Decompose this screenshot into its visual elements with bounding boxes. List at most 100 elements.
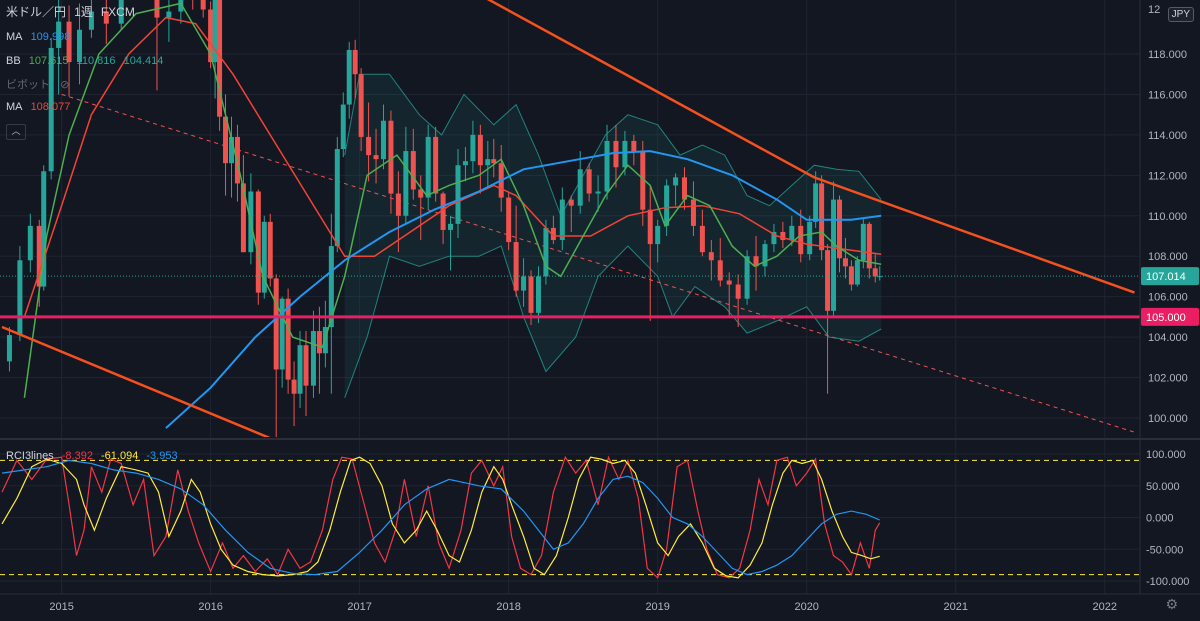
candle-body: [789, 225, 795, 241]
rci-tick-label: -50.000: [1146, 544, 1183, 556]
candle-body: [528, 276, 534, 313]
candle-body: [586, 169, 592, 194]
candle-body: [559, 199, 565, 241]
chevron-up-icon[interactable]: ︿: [6, 124, 26, 140]
candle-body: [831, 199, 837, 311]
candle-body: [631, 140, 637, 152]
candle-body: [303, 345, 309, 386]
candle-body: [836, 199, 842, 259]
candle-body: [261, 221, 267, 293]
ma1-label: MA: [6, 31, 23, 43]
candle-body: [36, 225, 42, 287]
ma2-label: MA: [6, 101, 23, 113]
candle-body: [655, 225, 661, 245]
candle-body: [279, 298, 285, 370]
time-tick-label: 2015: [49, 601, 73, 613]
level-price-tag-label: 105.000: [1146, 312, 1186, 324]
candle-body: [708, 252, 714, 261]
candle-body: [860, 223, 866, 261]
candle-body: [604, 140, 610, 192]
candle-body: [208, 9, 214, 63]
candle-body: [66, 21, 72, 63]
time-tick-label: 2019: [645, 601, 669, 613]
candle-body: [842, 258, 848, 267]
candle-body: [418, 189, 424, 198]
candle-body: [41, 171, 47, 287]
symbol-interval[interactable]: 1週: [74, 5, 93, 19]
candle-body: [798, 225, 804, 255]
bb-basis-line: [23, 2, 882, 398]
candle-body: [373, 155, 379, 160]
candle-body: [291, 379, 297, 394]
rci-label: RCI3lines: [6, 450, 54, 462]
candle-body: [470, 134, 476, 162]
candle-body: [550, 227, 556, 241]
symbol-name[interactable]: 米ドル／円: [6, 5, 67, 19]
rci-tick-label: 100.000: [1146, 449, 1186, 461]
candle-body: [568, 199, 574, 206]
bb-lower: 104.414: [123, 55, 164, 67]
candle-body: [425, 136, 431, 198]
price-tick-label: 108.000: [1148, 251, 1188, 263]
candle-body: [346, 49, 352, 105]
gear-icon[interactable]: ⚙: [1165, 596, 1178, 612]
time-tick-label: 2016: [198, 601, 222, 613]
candle-body: [217, 0, 223, 117]
candle-body: [780, 231, 786, 241]
rci-long-line: [1, 459, 880, 576]
candle-body: [521, 276, 527, 291]
ma-blue-line: [165, 150, 882, 429]
candle-body: [735, 284, 741, 299]
candle-body: [273, 278, 279, 370]
candle-body: [178, 0, 184, 12]
candle-body: [103, 11, 109, 24]
candle-body: [358, 74, 364, 137]
legend-bb[interactable]: BB 107.615 110.816 104.414: [6, 55, 168, 68]
time-tick-label: 2018: [496, 601, 520, 613]
candle-body: [485, 159, 491, 166]
candle-body: [352, 49, 358, 75]
candle-body: [297, 345, 303, 394]
legend-ma2[interactable]: MA 108.077: [6, 101, 75, 114]
legend-rci[interactable]: RCI3lines -8.392 -61.094 -3.953: [6, 450, 183, 463]
price-tick-label: 102.000: [1148, 373, 1188, 385]
candle-body: [825, 250, 831, 311]
candle-body: [640, 151, 646, 210]
candle-body: [240, 183, 246, 253]
candle-body: [717, 260, 723, 281]
currency-badge[interactable]: JPY: [1167, 7, 1194, 22]
bb-upper-line: [344, 73, 882, 217]
candle-body: [380, 120, 386, 160]
candle-body: [433, 136, 439, 194]
rci-pane: [0, 455, 1140, 579]
candle-body: [223, 116, 229, 164]
bb-lower-line: [344, 245, 882, 398]
candle-body: [166, 11, 172, 18]
candle-body: [366, 136, 372, 156]
collapse-legend[interactable]: ︿: [6, 124, 31, 140]
rci-short: -8.392: [61, 450, 93, 462]
candle-body: [462, 161, 468, 166]
candle-body: [807, 221, 813, 255]
candle-body: [228, 136, 234, 164]
legend-hidden[interactable]: ビボット ⊘: [6, 79, 74, 92]
candle-body: [56, 21, 62, 48]
rci-short-line: [1, 455, 881, 579]
candle-body: [771, 231, 777, 245]
candle-body: [48, 47, 54, 172]
candle-body: [762, 244, 768, 267]
time-tick-label: 2022: [1093, 601, 1117, 613]
main-pane: [0, 0, 1140, 437]
ma1-value: 109.998: [30, 31, 71, 43]
candle-body: [395, 193, 401, 216]
symbol-header[interactable]: 米ドル／円 1週 FXCM: [6, 6, 140, 20]
eye-off-icon[interactable]: ⊘: [60, 79, 70, 91]
candle-body: [491, 159, 497, 164]
legend-ma1[interactable]: MA 109.998: [6, 31, 75, 44]
candle-body: [316, 331, 322, 354]
candle-body: [866, 223, 872, 269]
candle-body: [819, 183, 825, 251]
